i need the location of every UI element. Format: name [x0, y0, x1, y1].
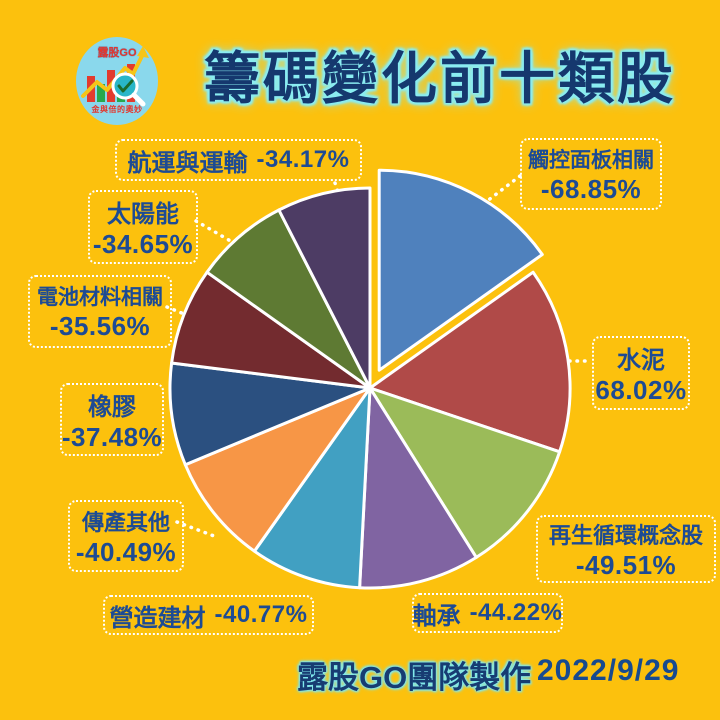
label-value: 68.02% [595, 375, 687, 405]
label-value: -40.77% [214, 601, 308, 628]
label-recycling-concept: 再生循環概念股 -49.51% [536, 515, 716, 583]
label-bearing: 軸承 -44.22% [412, 593, 563, 633]
logo-tagline-text: 金與倍的奧妙 [91, 105, 143, 114]
date-text: 2022/9/29 [537, 654, 680, 687]
label-text: 水泥 [617, 347, 665, 374]
label-text: 軸承 [412, 602, 461, 630]
label-cement: 水泥 68.02% [592, 336, 690, 410]
label-touch-panel: 觸控面板相關 -68.85% [520, 138, 662, 210]
label-text: 觸控面板相關 [528, 148, 654, 172]
label-construction-materials: 營造建材 -40.77% [103, 595, 314, 635]
pie-slice-7 [170, 270, 372, 390]
label-value: -34.65% [92, 229, 194, 259]
pie-slice-0 [377, 168, 544, 372]
label-text: 太陽能 [107, 201, 179, 228]
brand-logo: 露股GO 金與倍的奧妙 [75, 36, 159, 126]
label-battery-material: 電池材料相關 -35.56% [28, 275, 172, 348]
pie-slice-9 [277, 186, 372, 390]
label-solar: 太陽能 -34.65% [88, 190, 198, 264]
label-value: -35.56% [49, 311, 151, 341]
label-text: 電池材料相關 [37, 286, 163, 309]
leader-solar [194, 219, 248, 252]
label-text: 航運與運輸 [127, 149, 248, 177]
pie-slice-1 [368, 270, 572, 454]
label-value: -44.22% [469, 599, 563, 626]
label-value: -37.48% [61, 421, 163, 452]
label-value: -49.51% [575, 549, 677, 580]
pie-slice-4 [252, 386, 372, 590]
label-value: -40.49% [75, 536, 177, 567]
label-tradition-other: 傳產其他 -40.49% [68, 500, 184, 572]
label-rubber: 橡膠 -37.48% [60, 383, 164, 456]
pie-slice-3 [358, 386, 478, 590]
label-text: 傳產其他 [81, 509, 170, 535]
label-text: 橡膠 [88, 393, 136, 421]
logo-graphic [76, 37, 158, 125]
label-text: 再生循環概念股 [548, 522, 703, 548]
pie-slice-5 [183, 386, 372, 553]
pie-slice-2 [368, 386, 562, 559]
pie-slices [168, 168, 572, 590]
page-title: 籌碼變化前十類股 [204, 47, 676, 110]
label-value: -34.17% [256, 146, 350, 173]
label-shipping-transport: 航運與運輸 -34.17% [115, 139, 362, 181]
pie-slice-8 [205, 208, 372, 390]
label-value: -68.85% [540, 173, 642, 204]
label-text: 營造建材 [109, 604, 206, 632]
credit-text: 露股GO團隊製作 [297, 660, 532, 695]
logo-brand-text: 露股GO [97, 47, 137, 59]
magnifier-icon [111, 72, 146, 107]
pie-slice-6 [168, 361, 372, 467]
